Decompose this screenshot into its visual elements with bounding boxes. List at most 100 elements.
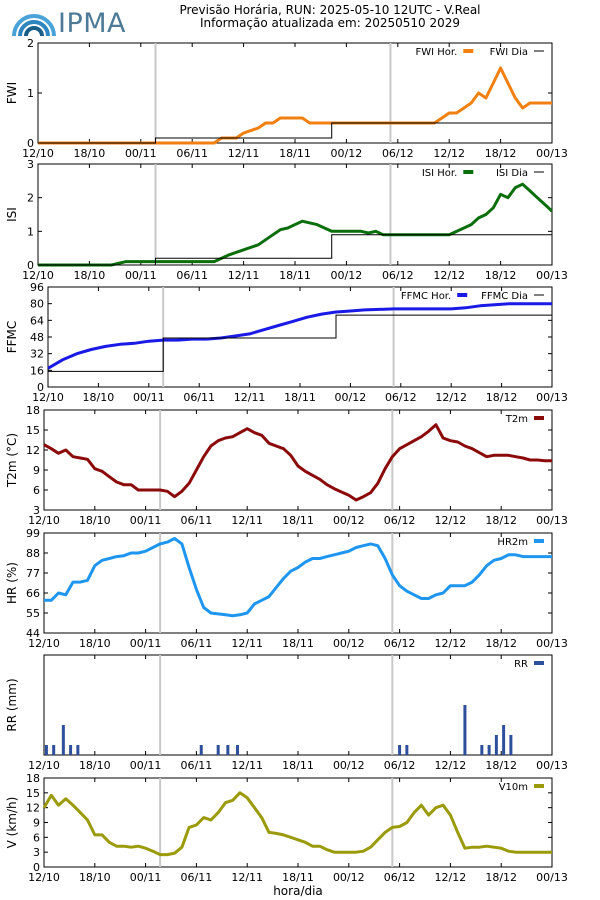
x-tick-label: 00/13 xyxy=(536,269,568,282)
y-tick-label: 16 xyxy=(30,364,44,377)
x-tick-label: 18/11 xyxy=(282,759,314,772)
logo-arcs-icon xyxy=(12,14,56,37)
rr-bar xyxy=(69,745,73,755)
x-tick-label: 00/13 xyxy=(536,759,568,772)
y-axis-label: FFMC xyxy=(5,321,19,354)
x-tick-label: 18/12 xyxy=(485,759,517,772)
x-tick-label: 06/11 xyxy=(181,637,213,650)
x-tick-label: 12/10 xyxy=(32,391,64,404)
rr-bar xyxy=(405,745,409,755)
x-tick-label: 12/11 xyxy=(231,759,263,772)
plot-frame xyxy=(43,409,553,511)
y-tick-label: 15 xyxy=(26,787,40,800)
y-tick-label: 80 xyxy=(30,298,44,311)
y-tick-label: 55 xyxy=(26,607,40,620)
x-tick-label: 12/11 xyxy=(231,871,263,884)
x-axis-label: hora/dia xyxy=(273,884,323,898)
x-tick-label: 12/12 xyxy=(433,269,465,282)
x-tick-label: 18/10 xyxy=(79,637,111,650)
panel-5 xyxy=(43,654,553,756)
x-tick-label: 18/12 xyxy=(485,871,517,884)
hourly-series-line xyxy=(42,791,552,857)
plot-frame xyxy=(37,42,553,144)
x-tick-label: 18/10 xyxy=(74,147,106,160)
x-tick-label: 18/10 xyxy=(83,391,115,404)
y-tick-label: 2 xyxy=(27,192,34,205)
hourly-series-line xyxy=(38,182,554,267)
rr-bar xyxy=(463,705,467,755)
legend-label: ISI Dia xyxy=(496,168,528,179)
panel-6 xyxy=(42,777,553,868)
x-tick-label: 12/11 xyxy=(228,147,260,160)
x-tick-label: 06/12 xyxy=(382,147,414,160)
x-tick-label: 12/11 xyxy=(231,514,263,527)
rr-bar xyxy=(480,745,484,755)
x-tick-label: 18/10 xyxy=(79,514,111,527)
hourly-series-line xyxy=(38,66,552,145)
y-tick-label: 96 xyxy=(30,281,44,294)
x-tick-label: 00/11 xyxy=(130,637,162,650)
rr-bar xyxy=(44,745,48,755)
panel-2 xyxy=(47,286,553,388)
y-tick-label: 18 xyxy=(26,404,40,417)
rr-bar xyxy=(216,745,220,755)
x-tick-label: 18/11 xyxy=(282,637,314,650)
x-tick-label: 12/12 xyxy=(435,637,467,650)
x-tick-label: 00/11 xyxy=(125,269,157,282)
y-tick-label: 3 xyxy=(33,846,40,859)
x-tick-label: 06/12 xyxy=(384,637,416,650)
brand-name: IPMA xyxy=(58,8,127,39)
x-tick-label: 18/10 xyxy=(79,759,111,772)
y-tick-label: 3 xyxy=(33,504,40,517)
x-tick-label: 18/12 xyxy=(486,391,518,404)
plot-frame xyxy=(47,286,553,388)
y-axis-label: V (km/h) xyxy=(5,797,19,849)
y-axis-label: T2m (°C) xyxy=(5,433,19,488)
x-tick-label: 06/11 xyxy=(181,871,213,884)
rr-bar xyxy=(502,725,506,755)
x-tick-label: 06/11 xyxy=(176,147,208,160)
rr-bar xyxy=(199,745,203,755)
x-tick-label: 00/11 xyxy=(133,391,165,404)
x-tick-label: 00/11 xyxy=(130,871,162,884)
x-tick-label: 12/10 xyxy=(28,759,60,772)
y-tick-label: 77 xyxy=(26,567,40,580)
x-tick-label: 00/11 xyxy=(130,514,162,527)
x-tick-label: 18/12 xyxy=(485,637,517,650)
x-tick-label: 18/11 xyxy=(282,871,314,884)
y-tick-label: 2 xyxy=(27,37,34,50)
x-tick-label: 06/11 xyxy=(183,391,215,404)
x-tick-label: 06/12 xyxy=(384,514,416,527)
plot-frame xyxy=(43,532,553,634)
panel-0 xyxy=(37,42,553,145)
y-tick-label: 0 xyxy=(27,259,34,272)
hourly-series-line xyxy=(43,423,552,502)
x-tick-label: 18/11 xyxy=(284,391,316,404)
legend-label: HR2m xyxy=(497,537,528,548)
y-axis-label: ISI xyxy=(5,207,19,222)
x-tick-label: 12/10 xyxy=(22,269,54,282)
legend-label: FFMC Hor. xyxy=(401,291,451,302)
y-axis-label: FWI xyxy=(5,82,19,104)
page-subtitle: Informação atualizada em: 20250510 2029 xyxy=(199,16,461,30)
rr-bar xyxy=(61,725,65,755)
x-tick-label: 00/12 xyxy=(333,637,365,650)
y-tick-label: 9 xyxy=(33,464,40,477)
hourly-series-line xyxy=(44,537,552,618)
x-tick-label: 12/12 xyxy=(435,391,467,404)
x-tick-label: 18/11 xyxy=(282,514,314,527)
x-tick-label: 12/11 xyxy=(234,391,266,404)
x-tick-label: 06/11 xyxy=(176,269,208,282)
x-tick-label: 18/10 xyxy=(74,269,106,282)
x-tick-label: 00/12 xyxy=(331,147,363,160)
y-tick-label: 32 xyxy=(30,348,44,361)
x-tick-label: 00/13 xyxy=(536,147,568,160)
x-tick-label: 00/12 xyxy=(331,269,363,282)
y-tick-label: 64 xyxy=(30,314,44,327)
y-tick-label: 12 xyxy=(26,802,40,815)
daily-series-line xyxy=(38,122,552,144)
y-axis-label: HR (%) xyxy=(5,562,19,604)
y-tick-label: 44 xyxy=(26,627,40,640)
x-tick-label: 00/13 xyxy=(536,391,568,404)
x-tick-label: 00/13 xyxy=(536,637,568,650)
